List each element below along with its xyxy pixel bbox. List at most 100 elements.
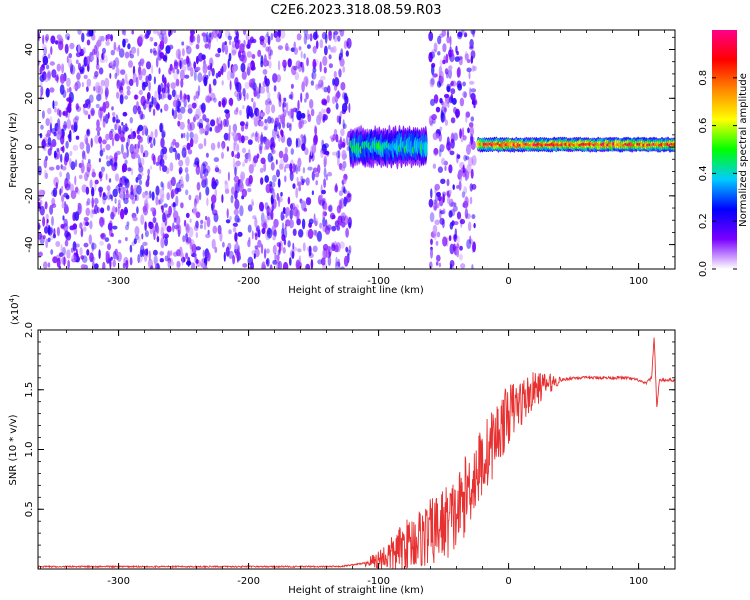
- snr-multiplier-exponent: 4: [8, 297, 16, 302]
- spectrogram-cell: [204, 43, 209, 49]
- spectrogram-cell: [276, 134, 280, 139]
- spectrogram-cell: [333, 30, 339, 36]
- colorbar-tick-label: 0.4: [698, 165, 709, 181]
- spectrogram-cell: [193, 95, 196, 101]
- spectrogram-cell: [235, 40, 240, 50]
- spectrogram-cell: [114, 57, 120, 68]
- spectrogram-cell: [130, 128, 133, 133]
- spectrogram-cell: [177, 48, 181, 60]
- spectrogram-y-tick-label: -40: [24, 236, 35, 252]
- spectrogram-cell: [130, 168, 134, 176]
- spectrogram-cell: [259, 202, 263, 210]
- spectrogram-cell: [240, 174, 244, 185]
- spectrogram-y-ticks: -40 -20 0 20 40: [24, 36, 675, 270]
- spectrogram-cell: [201, 103, 206, 115]
- spectrogram-cell: [339, 266, 345, 269]
- spectrogram-cell: [103, 115, 106, 122]
- spectrogram-cell: [66, 118, 72, 130]
- spectrogram-cell: [450, 117, 456, 124]
- spectrogram-cell: [99, 106, 104, 112]
- spectrogram-cell: [241, 54, 247, 64]
- spectrogram-cell: [450, 201, 456, 207]
- spectrogram-cell: [221, 80, 224, 86]
- spectrogram-cell: [153, 137, 156, 147]
- spectrogram-cell: [161, 37, 165, 45]
- spectrogram-cell: [273, 229, 277, 238]
- spectrogram-cell: [445, 53, 449, 64]
- spectrogram-cell: [338, 30, 343, 33]
- spectrogram-cell: [39, 74, 45, 83]
- spectrogram-cell: [172, 99, 178, 108]
- spectrogram-cell: [293, 47, 298, 55]
- spectrogram-cell: [449, 263, 453, 269]
- spectrogram-cell: [310, 259, 314, 269]
- snr-panel: -300 -200 -100 0 100 0.5 1.0 1.5 2.0 Height of …: [8, 294, 676, 596]
- spectrogram-cell: [281, 228, 285, 237]
- spectrogram-cell: [271, 148, 274, 153]
- spectrogram-cell: [436, 254, 441, 262]
- spectrogram-cell: [469, 80, 475, 85]
- spectrogram-cell: [341, 185, 346, 193]
- spectrogram-cell: [152, 30, 158, 35]
- spectrogram-cell: [456, 211, 462, 220]
- spectrogram-cell: [117, 183, 123, 188]
- spectrogram-cell: [78, 174, 83, 180]
- spectrogram-cell: [252, 215, 257, 220]
- spectrogram-cell: [117, 206, 120, 216]
- spectrogram-cell: [292, 242, 295, 250]
- spectrogram-cell: [259, 145, 263, 155]
- spectrogram-cell: [453, 132, 459, 141]
- spectrogram-cell: [456, 154, 461, 159]
- spectrogram-cell: [56, 147, 60, 152]
- spectrogram-cell: [468, 221, 472, 232]
- spectrogram-cell: [167, 86, 170, 95]
- spectrogram-cell: [124, 95, 129, 100]
- spectrogram-cell: [100, 207, 105, 214]
- spectrogram-cell: [472, 65, 477, 72]
- spectrogram-cell: [241, 70, 247, 80]
- spectrogram-cell: [448, 210, 453, 218]
- spectrogram-cell: [161, 131, 166, 139]
- spectrogram-cell: [429, 120, 434, 127]
- spectrogram-cell: [191, 102, 197, 109]
- spectrogram-x-tick-label: 100: [629, 276, 648, 287]
- spectrogram-cell: [75, 103, 80, 110]
- spectrogram-cell: [257, 49, 262, 58]
- spectrogram-cell: [227, 171, 230, 182]
- spectrogram-cell: [91, 241, 95, 252]
- spectrogram-cell: [190, 72, 193, 78]
- spectrogram-cell: [58, 252, 64, 257]
- spectrogram-cell: [86, 198, 91, 206]
- spectrogram-cell: [442, 43, 447, 53]
- spectrogram-cell: [272, 236, 276, 241]
- spectrogram-cell: [216, 117, 219, 126]
- spectrogram-cell: [118, 48, 125, 58]
- spectrogram-cell: [285, 46, 290, 52]
- spectrogram-cell: [149, 101, 154, 108]
- spectrogram-cell: [40, 93, 43, 101]
- spectrogram-cell: [298, 186, 302, 192]
- spectrogram-cell: [247, 204, 253, 212]
- spectrogram-cell: [42, 63, 45, 68]
- spectrogram-cell: [73, 117, 79, 125]
- spectrogram-cell: [325, 219, 328, 228]
- spectrogram-cell: [236, 218, 241, 223]
- spectrogram-cell: [177, 113, 183, 121]
- spectrogram-cell: [239, 109, 242, 116]
- spectrogram-cell: [158, 199, 161, 205]
- spectrogram-cell: [51, 203, 57, 208]
- spectrogram-cell: [99, 176, 103, 182]
- spectrogram-cell: [126, 221, 130, 227]
- spectrogram-cell: [107, 257, 110, 264]
- spectrogram-cell: [466, 67, 472, 73]
- spectrogram-cell: [189, 138, 194, 148]
- spectrogram-cell: [319, 39, 324, 49]
- colorbar-tick-label: 0.2: [698, 213, 709, 229]
- spectrogram-cell: [148, 250, 151, 261]
- spectrogram-cell: [79, 141, 85, 150]
- spectrogram-cell: [235, 240, 239, 250]
- spectrogram-cell: [456, 248, 459, 258]
- spectrogram-cell: [105, 144, 111, 151]
- spectrogram-cell: [217, 70, 222, 78]
- spectrogram-cell: [437, 166, 443, 173]
